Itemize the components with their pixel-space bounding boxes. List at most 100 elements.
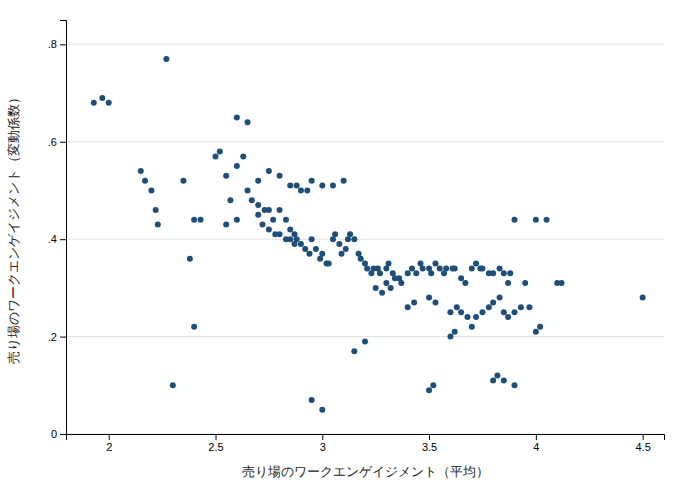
y-tick-label: .8 <box>48 38 57 50</box>
point <box>245 187 251 193</box>
point <box>249 197 255 203</box>
point <box>343 246 349 252</box>
point <box>266 207 272 213</box>
point <box>388 285 394 291</box>
point <box>379 290 385 296</box>
y-tick-mark <box>60 337 66 338</box>
point <box>309 236 315 242</box>
point <box>266 226 272 232</box>
y-axis-title: 売り場のワークエンゲイジメント（変動係数） <box>6 91 21 364</box>
point <box>217 149 223 155</box>
point <box>255 178 261 184</box>
point <box>138 168 144 174</box>
grid-line <box>66 44 664 45</box>
point <box>234 163 240 169</box>
point <box>287 236 293 242</box>
grid-line <box>66 141 664 142</box>
y-axis-line <box>60 21 67 435</box>
point <box>99 95 105 101</box>
point <box>351 236 357 242</box>
point <box>326 261 332 267</box>
x-axis-line <box>67 435 665 441</box>
point <box>420 265 426 271</box>
point <box>473 314 479 320</box>
x-tick-mark <box>216 434 217 440</box>
x-tick: 3.5 <box>422 434 437 453</box>
point <box>458 275 464 281</box>
point <box>411 299 417 305</box>
point <box>465 314 471 320</box>
point <box>302 246 308 252</box>
point <box>170 382 176 388</box>
point <box>298 187 304 193</box>
y-tick-label: .2 <box>48 331 57 343</box>
point <box>294 183 300 189</box>
point <box>469 324 475 330</box>
point <box>512 382 518 388</box>
point <box>191 324 197 330</box>
point <box>142 178 148 184</box>
point <box>490 299 496 305</box>
x-tick-label: 2 <box>106 441 112 453</box>
point <box>383 280 389 286</box>
point <box>332 231 338 237</box>
point <box>255 202 261 208</box>
point <box>443 265 449 271</box>
point <box>163 56 169 62</box>
point <box>362 338 368 344</box>
point <box>187 256 193 262</box>
point <box>198 217 204 223</box>
x-tick-mark <box>109 434 110 440</box>
point <box>537 324 543 330</box>
point <box>373 285 379 291</box>
point <box>432 299 438 305</box>
point <box>234 217 240 223</box>
point <box>512 217 518 223</box>
point <box>351 348 357 354</box>
point <box>309 178 315 184</box>
point <box>405 304 411 310</box>
point <box>234 114 240 120</box>
point <box>213 153 219 159</box>
y-tick: 0 <box>51 428 66 440</box>
grid-line <box>66 336 664 337</box>
point <box>277 231 283 237</box>
point <box>319 251 325 257</box>
point <box>277 207 283 213</box>
point <box>255 212 261 218</box>
grid-line <box>66 239 664 240</box>
point <box>544 217 550 223</box>
x-tick: 2.5 <box>208 434 223 453</box>
point <box>518 304 524 310</box>
x-tick: 2 <box>106 434 112 453</box>
x-tick-label: 3.5 <box>422 441 437 453</box>
y-tick-label: .4 <box>48 233 57 245</box>
point <box>298 241 304 247</box>
point <box>339 251 345 257</box>
point <box>473 261 479 267</box>
x-tick-mark <box>322 434 323 440</box>
point <box>479 309 485 315</box>
point <box>501 270 507 276</box>
x-tick: 4.5 <box>635 434 650 453</box>
point <box>497 295 503 301</box>
point <box>501 309 507 315</box>
y-tick: .6 <box>48 136 66 148</box>
point <box>452 329 458 335</box>
point <box>505 280 511 286</box>
point <box>148 187 154 193</box>
point <box>191 217 197 223</box>
point <box>227 197 233 203</box>
point <box>292 241 298 247</box>
x-tick: 4 <box>533 434 539 453</box>
point <box>558 280 564 286</box>
point <box>277 173 283 179</box>
y-tick-mark <box>60 44 66 45</box>
point <box>155 222 161 228</box>
point <box>501 377 507 383</box>
y-tick-label: .6 <box>48 136 57 148</box>
point <box>428 270 434 276</box>
point <box>330 183 336 189</box>
point <box>245 119 251 125</box>
point <box>479 265 485 271</box>
